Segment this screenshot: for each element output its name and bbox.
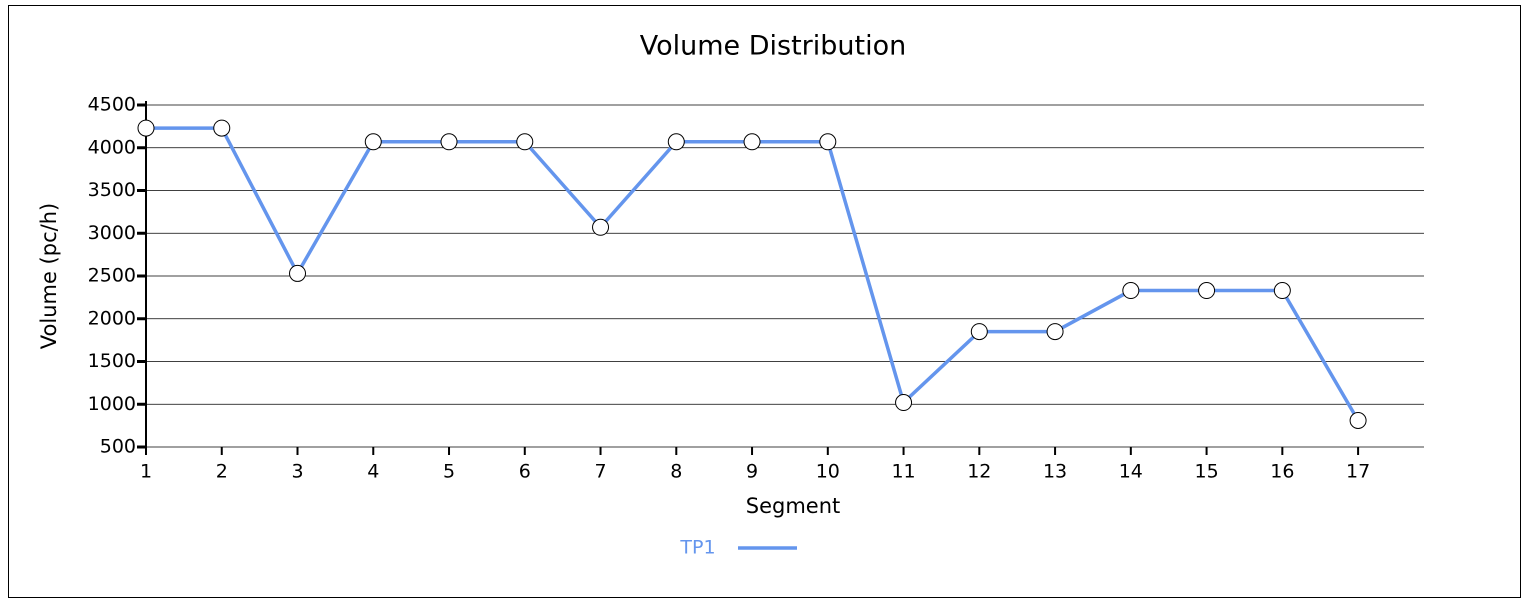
x-tick-label: 5 bbox=[443, 461, 455, 483]
data-point bbox=[1349, 411, 1367, 429]
data-point bbox=[213, 119, 231, 137]
x-tick-label: 6 bbox=[519, 461, 531, 483]
x-tick-label: 11 bbox=[891, 461, 915, 483]
y-tick-label: 1000 bbox=[88, 393, 136, 415]
x-tick-label: 7 bbox=[594, 461, 606, 483]
x-tick-label: 3 bbox=[291, 461, 303, 483]
x-tick-label: 8 bbox=[670, 461, 682, 483]
data-point bbox=[895, 394, 913, 412]
y-tick-label: 1500 bbox=[88, 350, 136, 372]
x-tick-label: 2 bbox=[216, 461, 228, 483]
y-tick-label: 2500 bbox=[88, 265, 136, 287]
x-tick-label: 1 bbox=[140, 461, 152, 483]
y-tick-label: 3500 bbox=[88, 179, 136, 201]
y-tick-label: 4000 bbox=[88, 136, 136, 158]
chart-title: Volume Distribution bbox=[640, 31, 907, 62]
data-point bbox=[1198, 282, 1216, 300]
data-point bbox=[516, 133, 534, 151]
x-tick-label: 14 bbox=[1119, 461, 1143, 483]
x-tick-label: 16 bbox=[1270, 461, 1294, 483]
y-axis-label: Volume (pc/h) bbox=[37, 203, 61, 349]
x-tick-label: 10 bbox=[816, 461, 840, 483]
frame bbox=[8, 5, 1521, 598]
data-point bbox=[743, 133, 761, 151]
y-tick-label: 2000 bbox=[88, 307, 136, 329]
data-point bbox=[137, 119, 155, 137]
y-tick-label: 3000 bbox=[88, 222, 136, 244]
x-tick-label: 9 bbox=[746, 461, 758, 483]
x-tick-label: 15 bbox=[1194, 461, 1218, 483]
data-point bbox=[364, 133, 382, 151]
x-tick-label: 4 bbox=[367, 461, 379, 483]
data-point bbox=[819, 133, 837, 151]
data-point bbox=[440, 133, 458, 151]
data-point bbox=[1046, 323, 1064, 341]
data-point bbox=[1273, 282, 1291, 300]
legend-label: TP1 bbox=[679, 537, 715, 559]
x-tick-label: 17 bbox=[1346, 461, 1370, 483]
y-tick-label: 500 bbox=[100, 436, 136, 458]
data-point bbox=[592, 218, 610, 236]
data-point bbox=[289, 264, 307, 282]
data-point bbox=[1122, 282, 1140, 300]
x-tick-label: 13 bbox=[1043, 461, 1067, 483]
data-point bbox=[667, 133, 685, 151]
x-axis-label: Segment bbox=[746, 494, 841, 518]
y-tick-label: 4500 bbox=[88, 94, 136, 116]
x-tick-label: 12 bbox=[967, 461, 991, 483]
data-point bbox=[970, 323, 988, 341]
